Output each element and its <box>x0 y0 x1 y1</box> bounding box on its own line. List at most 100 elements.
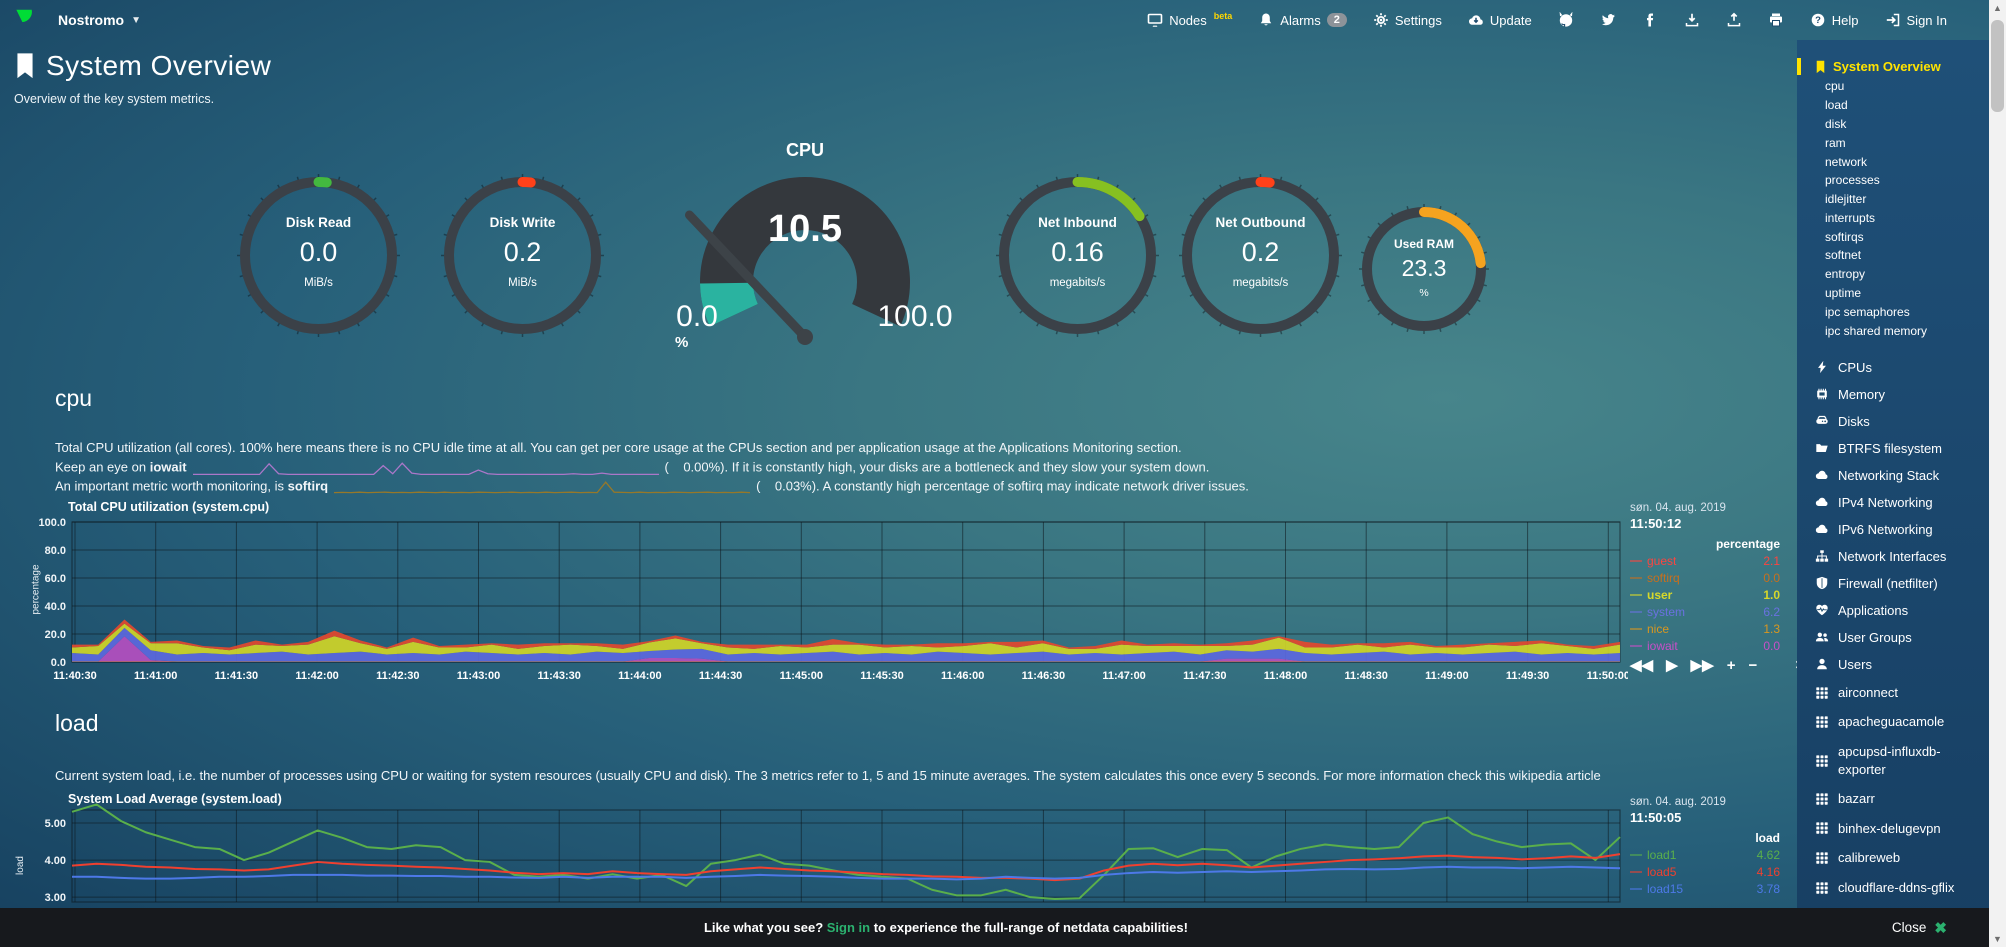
bookmark-icon <box>1815 60 1826 74</box>
net-inbound-gauge[interactable]: Net Inbound 0.16 megabits/s <box>995 173 1160 338</box>
sidebar-active-label: System Overview <box>1833 59 1941 74</box>
used-ram-gauge[interactable]: Used RAM 23.3 % <box>1358 203 1490 335</box>
sidebar-subitem[interactable]: softirqs <box>1825 229 1864 244</box>
legend-row[interactable]: load5 4.16 <box>1630 865 1780 879</box>
sidebar-subitem[interactable]: ipc shared memory <box>1825 323 1928 338</box>
legend-row[interactable]: nice 1.3 <box>1630 622 1780 636</box>
sidebar-subitem[interactable]: disk <box>1825 116 1847 131</box>
legend-swatch <box>1630 560 1642 562</box>
legend-row[interactable]: user 1.0 <box>1630 588 1780 602</box>
legend-row[interactable]: softirq 0.0 <box>1630 571 1780 585</box>
sidebar-item-system-overview[interactable]: System Overview <box>1797 56 1989 77</box>
sidebar-section[interactable]: IPv4 Networking <box>1797 489 1989 516</box>
sidebar-section-label: BTRFS filesystem <box>1838 440 1943 456</box>
sidebar-section[interactable]: Memory <box>1797 381 1989 408</box>
sidebar-section[interactable]: IPv6 Networking <box>1797 516 1989 543</box>
sidebar-section[interactable]: Network Interfaces <box>1797 543 1989 570</box>
sidebar-subitem[interactable]: softnet <box>1825 248 1862 263</box>
sidebar-container-item[interactable]: airconnect <box>1797 678 1989 708</box>
play-button[interactable]: ▶ <box>1666 657 1678 674</box>
legend-value: 4.16 <box>1756 865 1780 879</box>
import-button[interactable] <box>1684 12 1700 28</box>
sidebar-section[interactable]: User Groups <box>1797 624 1989 651</box>
sidebar-container-item[interactable]: apcupsd-influxdb-exporter <box>1797 737 1989 784</box>
sidebar-section[interactable]: Users <box>1797 651 1989 678</box>
sidebar-subitem[interactable]: cpu <box>1825 79 1845 94</box>
legend-value: 6.2 <box>1763 605 1780 619</box>
beta-badge: beta <box>1213 11 1233 21</box>
github-button[interactable] <box>1558 11 1574 28</box>
softirq-sparkline[interactable] <box>332 478 752 496</box>
sidebar-subitem[interactable]: interrupts <box>1825 210 1876 225</box>
legend-swatch <box>1630 594 1642 596</box>
close-icon[interactable]: ✖ <box>1934 919 1947 937</box>
sidebar-section[interactable]: Firewall (netfilter) <box>1797 570 1989 597</box>
cpu-gauge-unit: % <box>675 334 689 351</box>
signin-button[interactable]: Sign In <box>1885 12 1947 28</box>
bolt-icon <box>1815 360 1829 374</box>
sidebar-container-item[interactable]: cloudflare-ddns-gflix <box>1797 873 1989 903</box>
zoom-in-button[interactable]: + <box>1726 657 1736 674</box>
scroll-up-arrow[interactable]: ▲ <box>1993 3 2002 13</box>
sidebar-section[interactable]: Disks <box>1797 408 1989 435</box>
sidebar-section[interactable]: BTRFS filesystem <box>1797 435 1989 462</box>
sidebar-subitem[interactable]: ram <box>1825 135 1846 150</box>
svg-text:11:42:00: 11:42:00 <box>295 670 338 682</box>
sidebar-container-item[interactable]: calibreweb <box>1797 843 1989 873</box>
sidebar-subitem[interactable]: entropy <box>1825 267 1866 282</box>
scroll-down-arrow[interactable]: ▼ <box>1993 934 2002 944</box>
sidebar-container-item[interactable]: binhex-delugevpn <box>1797 814 1989 844</box>
legend-row[interactable]: system 6.2 <box>1630 605 1780 619</box>
legend-row[interactable]: load1 4.62 <box>1630 848 1780 862</box>
netdata-logo[interactable] <box>14 6 42 34</box>
pan-forward-button[interactable]: ▶▶ <box>1690 657 1714 674</box>
pan-backward-button[interactable]: ◀◀ <box>1630 657 1654 674</box>
sidebar-container-item[interactable]: apacheguacamole <box>1797 707 1989 737</box>
sidebar-subitem[interactable]: load <box>1825 98 1848 113</box>
svg-text:0.0: 0.0 <box>51 657 66 669</box>
cpu-chart[interactable]: Total CPU utilization (system.cpu) perce… <box>28 498 1806 690</box>
disk-read-gauge[interactable]: Disk Read 0.0 MiB/s <box>236 173 401 338</box>
settings-button[interactable]: Settings <box>1373 12 1442 28</box>
sidebar-container-item[interactable]: bazarr <box>1797 784 1989 814</box>
sidebar-subitem[interactable]: ipc semaphores <box>1825 304 1910 319</box>
nodes-button[interactable]: Nodes beta <box>1147 11 1233 28</box>
legend-row[interactable]: iowait 0.0 <box>1630 639 1780 653</box>
disk-write-gauge[interactable]: Disk Write 0.2 MiB/s <box>440 173 605 338</box>
load-chart[interactable]: System Load Average (system.load) load 5… <box>15 790 1780 947</box>
gauge-value: 0.2 <box>503 237 542 267</box>
signin-link[interactable]: Sign in <box>826 920 871 935</box>
zoom-out-button[interactable]: − <box>1748 657 1758 674</box>
svg-text:11:43:30: 11:43:30 <box>537 670 580 682</box>
update-button[interactable]: Update <box>1468 12 1532 28</box>
legend-row[interactable]: load15 3.78 <box>1630 882 1780 896</box>
sidebar-subitem[interactable]: idlejitter <box>1825 192 1867 207</box>
sidebar-section-label: Memory <box>1838 386 1885 402</box>
printer-icon <box>1768 12 1784 28</box>
legend-swatch <box>1630 577 1642 579</box>
sidebar-section[interactable]: Networking Stack <box>1797 462 1989 489</box>
gauge-label: Net Inbound <box>1038 215 1117 230</box>
sidebar-subitem[interactable]: processes <box>1825 173 1880 188</box>
sidebar-subitem[interactable]: network <box>1825 154 1868 169</box>
print-button[interactable] <box>1768 12 1784 28</box>
facebook-button[interactable] <box>1642 12 1658 28</box>
sidebar-subitem[interactable]: uptime <box>1825 285 1862 300</box>
export-button[interactable] <box>1726 12 1742 28</box>
chart-date: søn. 04. aug. 2019 <box>1630 796 1726 808</box>
cloud-download-icon <box>1468 12 1484 28</box>
iowait-sparkline[interactable] <box>191 459 661 477</box>
legend-row[interactable]: guest 2.1 <box>1630 554 1780 568</box>
alarms-button[interactable]: Alarms 2 <box>1258 12 1347 28</box>
legend-name: nice <box>1647 622 1670 636</box>
twitter-button[interactable] <box>1600 12 1616 28</box>
page-scrollbar[interactable]: ▲ ▼ <box>1989 0 2006 947</box>
sidebar-section[interactable]: CPUs <box>1797 354 1989 381</box>
sidebar-section[interactable]: Applications <box>1797 597 1989 624</box>
cpu-gauge[interactable]: CPU 10.5 0.0 100.0 % <box>645 132 965 351</box>
help-button[interactable]: ? Help <box>1810 12 1859 28</box>
hostname-dropdown[interactable]: Nostromo ▼ <box>58 12 141 28</box>
net-outbound-gauge[interactable]: Net Outbound 0.2 megabits/s <box>1178 173 1343 338</box>
sidebar-section-label: CPUs <box>1838 359 1872 375</box>
scrollbar-thumb[interactable] <box>1991 20 2004 112</box>
